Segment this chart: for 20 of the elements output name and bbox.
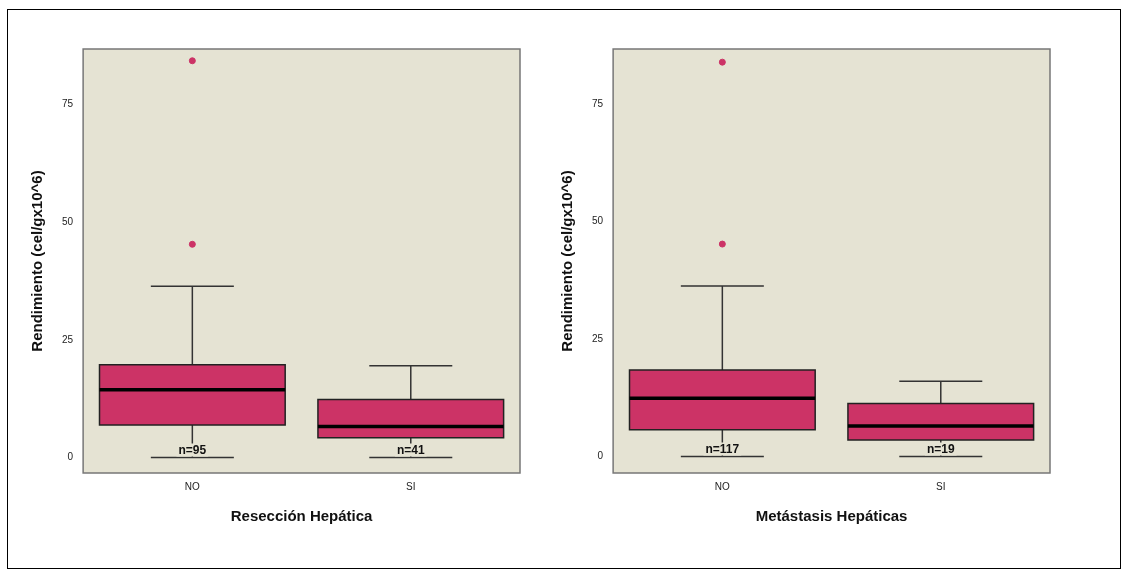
y-tick-label: 50 bbox=[592, 215, 604, 227]
annotation: n=41 bbox=[396, 442, 425, 457]
annotation: n=95 bbox=[178, 442, 207, 457]
y-tick-label: 75 bbox=[62, 98, 74, 110]
x-tick-label: SI bbox=[936, 480, 946, 492]
y-tick-label: 25 bbox=[62, 333, 74, 345]
x-tick-label: NO bbox=[184, 480, 201, 492]
x-tick-label: NO bbox=[714, 480, 731, 492]
y-axis-title: Rendimiento (cel/gx10^6) bbox=[558, 170, 576, 352]
annotation: n=117 bbox=[705, 441, 740, 456]
x-tick-label: SI bbox=[406, 480, 416, 492]
y-tick-label: 0 bbox=[597, 450, 604, 462]
x-axis-title: Resección Hepática bbox=[230, 507, 374, 525]
x-axis-title: Metástasis Hepáticas bbox=[755, 507, 908, 525]
y-tick-label: 50 bbox=[62, 215, 74, 227]
y-tick-label: 75 bbox=[592, 97, 604, 109]
annotation: n=19 bbox=[926, 441, 955, 456]
y-axis-title: Rendimiento (cel/gx10^6) bbox=[28, 170, 46, 352]
y-tick-label: 0 bbox=[67, 451, 74, 463]
y-tick-label: 25 bbox=[592, 332, 604, 344]
